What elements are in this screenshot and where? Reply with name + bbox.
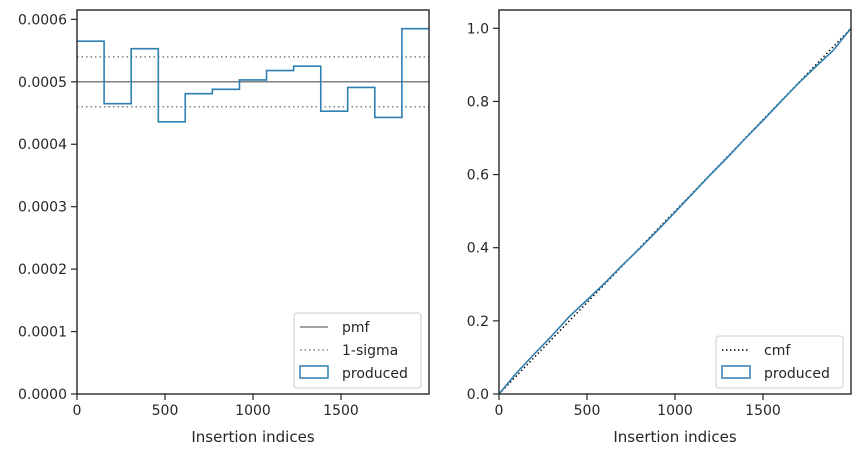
right-y-tick-label: 0.0 (467, 387, 489, 403)
sigma-lines-group (77, 56, 429, 108)
right-x-tick-label: 1500 (745, 403, 781, 419)
right-y-tick-label: 0.8 (467, 94, 489, 110)
right-y-tick-label: 0.6 (467, 168, 489, 184)
produced-step-line (77, 27, 429, 123)
left-x-tick-label: 500 (152, 403, 179, 419)
legend-pmf-label: pmf (342, 320, 371, 336)
left-y-tick-label: 0.0001 (18, 325, 67, 341)
cumulative-chart: 0 500 1000 1500 0.0 0.2 0.4 0.6 0.8 1.0 Insertio… (467, 9, 852, 446)
left-y-tick-label: 0.0005 (18, 75, 67, 91)
right-y-tick-label: 1.0 (467, 21, 489, 37)
left-x-tick-label: 1500 (323, 403, 359, 419)
right-legend-box (715, 335, 844, 389)
right-x-axis-label: Insertion indices (613, 428, 736, 446)
produced-cumulative-line (498, 27, 852, 395)
legend-produced-swatch (299, 365, 329, 379)
right-x-tick-label: 0 (495, 403, 504, 419)
legend-sigma-label: 1-sigma (342, 343, 398, 359)
cmf-line (498, 27, 852, 395)
right-y-tick-label: 0.4 (467, 241, 489, 257)
right-x-ticks: 0 500 1000 1500 (495, 394, 781, 419)
left-y-tick-label: 0.0002 (18, 262, 67, 278)
legend-produced-label: produced (342, 366, 408, 382)
right-legend: cmf produced (715, 335, 844, 389)
legend-produced-swatch-right (721, 365, 751, 379)
histogram-chart: 0 500 1000 1500 0.00000.00010.00020.00030.0… (18, 9, 430, 446)
legend-cmf-label: cmf (764, 343, 791, 359)
right-y-tick-label: 0.2 (467, 314, 489, 330)
left-y-ticks: 0.0000 0.0001 0.0002 0.0003 0.0004 0.0005 0.00… (18, 12, 77, 403)
left-legend: pmf 1-sigma produced (293, 312, 422, 389)
right-x-tick-label: 1000 (657, 403, 693, 419)
left-x-tick-label: 1000 (235, 403, 271, 419)
left-x-tick-label: 0 (73, 403, 82, 419)
left-y-tick-label: 0.0006 (18, 12, 67, 28)
left-x-ticks: 0 500 1000 1500 (73, 394, 359, 419)
left-y-tick-label: 0.0004 (18, 137, 67, 153)
legend-produced-label-right: produced (764, 366, 830, 382)
left-legend-box (293, 312, 422, 389)
left-x-axis-label: Insertion indices (191, 428, 314, 446)
right-x-tick-label: 500 (574, 403, 601, 419)
left-y-tick-label: 0.0003 (18, 200, 67, 216)
right-y-ticks: 0.0 0.2 0.4 0.6 0.8 1.0 (467, 21, 499, 403)
left-y-tick-label: 0.0000 (18, 387, 67, 403)
